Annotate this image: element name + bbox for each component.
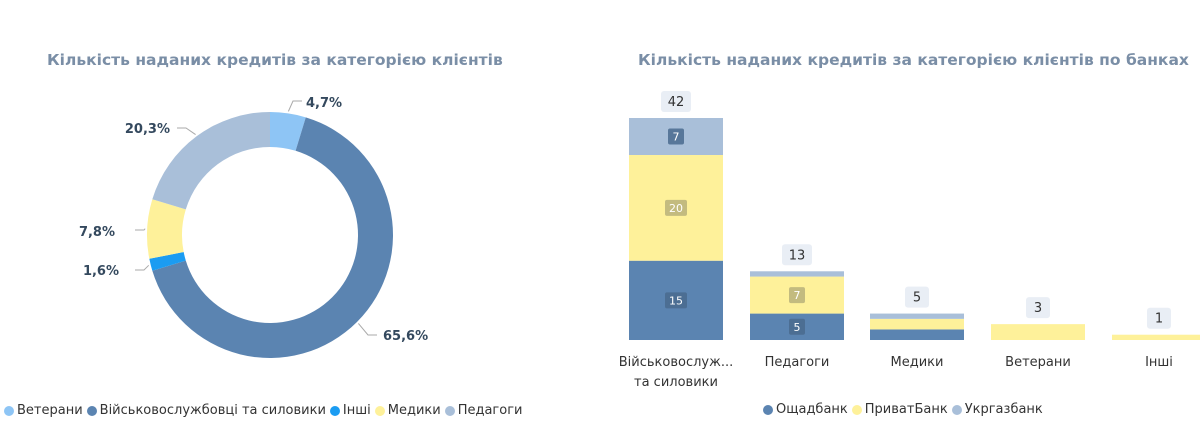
legend-marker-icon bbox=[329, 405, 340, 416]
segment-value-label: 5 bbox=[794, 321, 801, 334]
segment-label-box bbox=[789, 287, 805, 304]
slice-leader-line bbox=[135, 228, 146, 231]
slice-percent-label: 20,3% bbox=[125, 122, 170, 137]
category-tick-label: Ветерани bbox=[1005, 355, 1071, 370]
bar-total-label: 42 bbox=[668, 95, 685, 110]
bar-legend[interactable]: Ощадбанк ПриватБанк Укргазбанк bbox=[763, 402, 1047, 417]
pie-chart-title: Кількість наданих кредитів за категорією… bbox=[47, 51, 503, 69]
legend-item[interactable]: Військовослужбовці та силовики bbox=[86, 403, 326, 418]
legend-label: Педагоги bbox=[457, 403, 523, 418]
legend-marker-icon bbox=[951, 404, 962, 415]
bar-segment[interactable] bbox=[991, 324, 1085, 340]
bar-total-label: 13 bbox=[789, 248, 806, 263]
legend-marker-icon bbox=[763, 404, 773, 415]
segment-value-label: 20 bbox=[669, 202, 683, 215]
legend-item[interactable]: ПриватБанк bbox=[851, 402, 948, 417]
legend-marker-icon bbox=[4, 405, 14, 416]
slice-percent-label: 65,6% bbox=[383, 329, 428, 344]
segment-value-label: 15 bbox=[669, 294, 683, 307]
total-label-box bbox=[661, 91, 691, 112]
legend-marker-icon bbox=[851, 404, 862, 415]
segment-value-label: 7 bbox=[673, 131, 680, 144]
bar-total-label: 5 bbox=[913, 291, 921, 306]
slice-leader-line bbox=[177, 127, 196, 135]
legend-item[interactable]: Ощадбанк bbox=[763, 402, 848, 417]
bar-total-label: 3 bbox=[1034, 301, 1042, 316]
bar-chart-title: Кількість наданих кредитів за категорією… bbox=[638, 51, 1189, 69]
category-tick-label: та силовики bbox=[634, 375, 718, 390]
bar-segment[interactable] bbox=[750, 271, 844, 277]
legend-item[interactable]: Ветерани bbox=[4, 403, 83, 418]
legend-item[interactable]: Медики bbox=[374, 403, 441, 418]
category-tick-label: Інші bbox=[1145, 355, 1173, 370]
donut-slice[interactable] bbox=[270, 112, 306, 151]
total-label-box bbox=[1147, 307, 1171, 329]
category-tick-label: Військовослуж... bbox=[619, 355, 733, 370]
donut-slice[interactable] bbox=[149, 252, 186, 271]
legend-marker-icon bbox=[86, 405, 97, 416]
pie-legend[interactable]: Ветерани Військовослужбовці та силовики Ін… bbox=[4, 403, 527, 418]
legend-item[interactable]: Педагоги bbox=[444, 403, 523, 418]
bar-segment[interactable] bbox=[870, 329, 964, 340]
legend-label: Ветерани bbox=[17, 403, 83, 418]
slice-percent-label: 7,8% bbox=[79, 225, 115, 240]
slice-percent-label: 4,7% bbox=[306, 96, 342, 111]
legend-item[interactable]: Інші bbox=[329, 403, 371, 418]
legend-item[interactable]: Укргазбанк bbox=[951, 402, 1043, 417]
segment-value-label: 7 bbox=[794, 289, 801, 302]
legend-label: Інші bbox=[342, 403, 371, 418]
segment-label-box bbox=[668, 128, 684, 145]
legend-label: Військовослужбовці та силовики bbox=[99, 403, 326, 418]
segment-label-box bbox=[665, 292, 687, 309]
slice-leader-line bbox=[287, 100, 302, 112]
category-tick-label: Медики bbox=[891, 355, 944, 370]
segment-label-box bbox=[789, 318, 805, 335]
bar-segment[interactable] bbox=[870, 313, 964, 319]
bar-segment[interactable] bbox=[870, 318, 964, 330]
legend-marker-icon bbox=[374, 405, 385, 416]
total-label-box bbox=[1026, 297, 1050, 319]
donut-slice[interactable] bbox=[152, 112, 270, 210]
total-label-box bbox=[782, 244, 812, 266]
legend-label: Медики bbox=[387, 403, 441, 418]
category-tick-label: Педагоги bbox=[765, 355, 830, 370]
legend-marker-icon bbox=[444, 405, 455, 416]
slice-percent-label: 1,6% bbox=[83, 264, 119, 279]
legend-label: ПриватБанк bbox=[864, 402, 948, 417]
slice-leader-line bbox=[358, 323, 377, 336]
legend-label: Ощадбанк bbox=[776, 402, 848, 417]
total-label-box bbox=[905, 286, 929, 308]
segment-label-box bbox=[665, 199, 687, 216]
bar-segment[interactable] bbox=[1112, 334, 1200, 340]
bar-total-label: 1 bbox=[1155, 312, 1163, 327]
donut-chart: 4,7% 65,6% 1,6% 7,8% 20,3% bbox=[79, 96, 428, 358]
donut-slice[interactable] bbox=[146, 199, 186, 259]
legend-label: Укргазбанк bbox=[964, 402, 1043, 417]
slice-leader-line bbox=[135, 264, 150, 271]
donut-slice[interactable] bbox=[152, 117, 393, 358]
